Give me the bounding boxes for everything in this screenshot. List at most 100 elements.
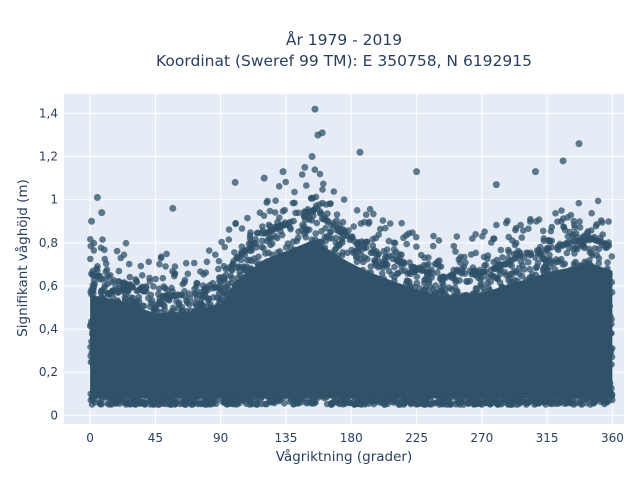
data-point <box>365 218 373 226</box>
data-point <box>430 232 437 240</box>
data-point <box>327 400 335 407</box>
data-point <box>318 228 325 235</box>
data-point <box>232 219 239 227</box>
data-point <box>417 265 425 272</box>
data-point <box>337 397 345 404</box>
data-point <box>156 260 163 268</box>
data-point <box>435 237 443 244</box>
data-point <box>281 206 289 214</box>
data-point <box>138 272 146 279</box>
data-point <box>361 218 368 226</box>
chart-title: År 1979 - 2019 Koordinat (Sweref 99 TM):… <box>156 30 532 70</box>
data-point <box>333 211 341 218</box>
data-point <box>567 211 575 219</box>
data-point <box>101 282 109 289</box>
data-point <box>127 296 134 304</box>
data-point <box>298 171 306 178</box>
data-point <box>588 250 595 257</box>
data-point <box>605 218 612 225</box>
data-point <box>200 271 207 278</box>
data-point <box>316 201 323 208</box>
data-point <box>558 207 565 214</box>
data-point <box>539 227 547 235</box>
data-point <box>413 243 420 250</box>
data-point <box>316 208 324 215</box>
data-point <box>598 219 606 226</box>
data-point <box>497 246 505 254</box>
data-point <box>186 290 193 298</box>
data-point <box>266 207 274 215</box>
data-point <box>133 279 141 286</box>
data-point <box>350 249 357 257</box>
data-point <box>353 207 361 214</box>
data-point <box>295 209 302 217</box>
data-point <box>244 214 251 222</box>
data-point <box>417 251 425 259</box>
data-point <box>102 268 110 276</box>
data-point <box>424 400 431 407</box>
data-points <box>86 105 616 408</box>
data-point <box>494 275 501 283</box>
data-point <box>520 266 528 273</box>
data-point <box>220 262 228 270</box>
data-point <box>274 219 281 226</box>
data-point <box>218 238 225 246</box>
data-point <box>255 253 262 260</box>
data-point <box>440 274 448 281</box>
data-point <box>472 249 480 257</box>
data-point <box>593 251 601 259</box>
data-point <box>533 218 540 225</box>
data-point <box>505 276 512 284</box>
data-point <box>275 183 283 190</box>
data-point <box>512 239 520 247</box>
data-point <box>293 237 301 245</box>
data-point <box>561 226 569 234</box>
data-point <box>469 235 476 242</box>
data-point <box>256 209 264 216</box>
data-point <box>559 261 567 268</box>
data-point <box>243 256 251 264</box>
data-point <box>367 263 375 270</box>
data-point <box>284 240 292 247</box>
data-point <box>327 200 334 207</box>
data-point <box>548 243 555 251</box>
data-point <box>437 263 445 270</box>
data-point <box>389 251 397 259</box>
data-point <box>310 212 317 219</box>
data-point <box>122 239 130 247</box>
data-point <box>432 282 439 289</box>
data-point <box>163 250 170 258</box>
data-point <box>588 209 595 217</box>
data-point <box>552 210 559 217</box>
data-point <box>390 246 398 253</box>
data-point <box>593 221 601 228</box>
data-point <box>311 166 319 173</box>
data-point <box>425 254 432 261</box>
data-point <box>267 398 275 406</box>
data-point <box>558 218 565 225</box>
data-point <box>330 188 338 195</box>
data-point <box>480 253 488 261</box>
data-point <box>406 259 413 266</box>
data-point <box>115 267 123 275</box>
data-point <box>377 225 384 233</box>
chart-title-line-2: Koordinat (Sweref 99 TM): E 350758, N 61… <box>156 52 532 70</box>
data-point <box>447 400 455 408</box>
data-point <box>99 236 106 243</box>
data-point <box>505 248 513 256</box>
data-point <box>453 233 461 240</box>
data-point <box>215 257 223 265</box>
data-point <box>434 269 441 276</box>
data-point <box>525 225 532 232</box>
data-point <box>193 279 200 287</box>
data-point <box>133 297 141 305</box>
data-point <box>281 400 288 407</box>
data-point <box>526 265 533 273</box>
data-point <box>190 259 198 267</box>
data-point <box>406 281 413 288</box>
data-point <box>258 237 266 245</box>
data-point <box>307 195 315 202</box>
data-point <box>87 255 94 263</box>
data-point <box>541 255 548 263</box>
